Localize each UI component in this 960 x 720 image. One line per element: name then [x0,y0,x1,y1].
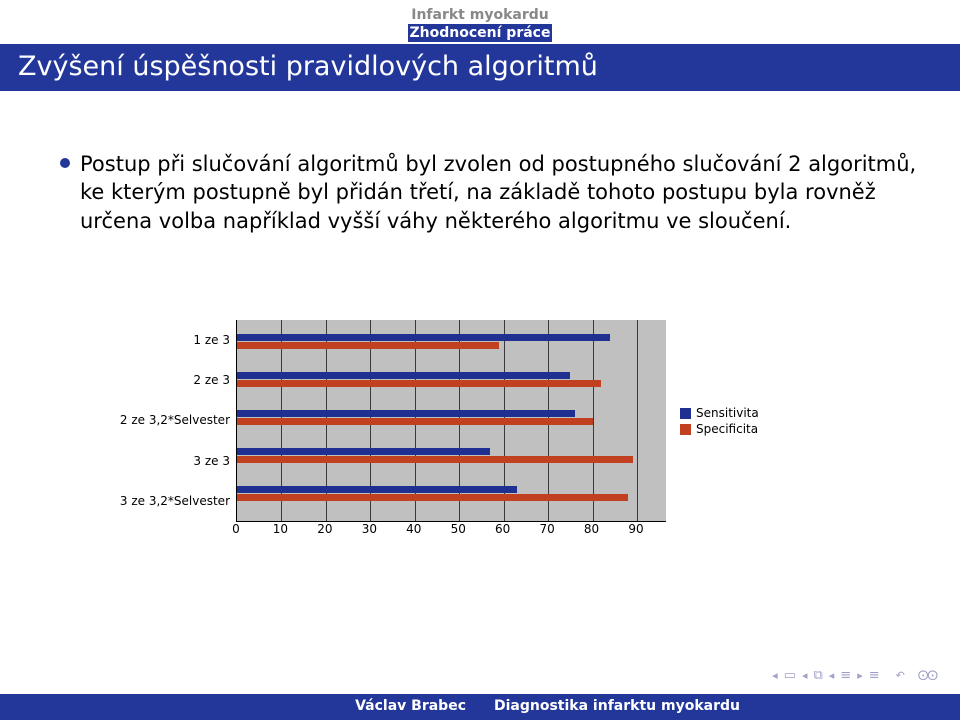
footer-author: Václav Brabec [0,694,480,720]
legend-label: Specificita [696,422,758,436]
chart-y-label: 2 ze 3,2*Selvester [90,413,230,427]
slide-body: Postup při slučování algoritmů byl zvole… [60,150,920,239]
header-section-1: Infarkt myokardu [0,6,960,24]
nav-prev-icon[interactable]: ◂ [802,669,808,682]
chart-x-axis: 0102030405060708090 [236,522,636,540]
chart-bar [237,486,517,493]
slide-title: Zvýšení úspěšnosti pravidlových algoritm… [0,44,960,91]
chart-y-label: 1 ze 3 [90,333,230,347]
nav-pages-icon[interactable]: ⧉ [813,668,822,683]
header-section-2: Zhodnocení práce [408,24,553,42]
nav-search-icon[interactable]: ⊙⊙ [917,666,936,684]
nav-back-icon[interactable]: ◂ [829,669,835,682]
chart-x-tick: 80 [584,522,599,536]
chart-legend-item: Sensitivita [680,406,790,420]
bullet-text: Postup při slučování algoritmů byl zvole… [80,150,920,235]
chart-bar [237,342,499,349]
chart-x-tick: 0 [232,522,240,536]
chart-bar [237,456,633,463]
nav-lines2-icon[interactable]: ≡ [869,668,880,683]
chart-gridline [637,320,638,521]
nav-icons: ◂ ▭ ◂ ⧉ ◂ ≡ ▸ ≡ ↶ ⊙⊙ [772,666,936,684]
chart-x-tick: 30 [362,522,377,536]
nav-first-icon[interactable]: ◂ [772,669,778,682]
chart-plot-area [236,320,666,522]
chart-legend: Sensitivita Specificita [666,320,790,522]
chart-y-labels: 1 ze 3 2 ze 3 2 ze 3,2*Selvester 3 ze 3 3 ze… [90,320,236,521]
chart-x-tick: 70 [539,522,554,536]
chart-bar [237,372,570,379]
chart-bar [237,410,575,417]
chart-bar [237,418,593,425]
nav-next-icon[interactable]: ▸ [857,669,863,682]
nav-lines-icon[interactable]: ≡ [840,668,851,683]
bullet-item: Postup při slučování algoritmů byl zvole… [60,150,920,235]
chart-y-label: 2 ze 3 [90,373,230,387]
chart-x-tick: 10 [273,522,288,536]
slide: Infarkt myokardu Zhodnocení práce Zvýšen… [0,0,960,720]
chart-bar [237,494,628,501]
chart-bar [237,448,490,455]
chart-x-tick: 40 [406,522,421,536]
chart-y-label: 3 ze 3 [90,454,230,468]
footer: Václav Brabec Diagnostika infarktu myoka… [0,694,960,720]
chart-bar [237,334,610,341]
nav-skip-back-icon[interactable]: ↶ [896,669,905,682]
chart-bar [237,380,601,387]
footer-title: Diagnostika infarktu myokardu [480,694,960,720]
chart-x-tick: 20 [317,522,332,536]
chart-legend-item: Specificita [680,422,790,436]
chart-gridline [593,320,594,521]
legend-swatch [680,408,691,419]
chart-x-tick: 60 [495,522,510,536]
legend-swatch [680,424,691,435]
header-sections: Infarkt myokardu Zhodnocení práce [0,6,960,42]
chart-y-label: 3 ze 3,2*Selvester [90,494,230,508]
bullet-icon [60,158,70,168]
nav-frame-icon[interactable]: ▭ [784,668,796,683]
chart-x-tick: 90 [628,522,643,536]
legend-label: Sensitivita [696,406,759,420]
chart-x-tick: 50 [451,522,466,536]
chart: 1 ze 3 2 ze 3 2 ze 3,2*Selvester 3 ze 3 3 ze… [90,320,790,540]
